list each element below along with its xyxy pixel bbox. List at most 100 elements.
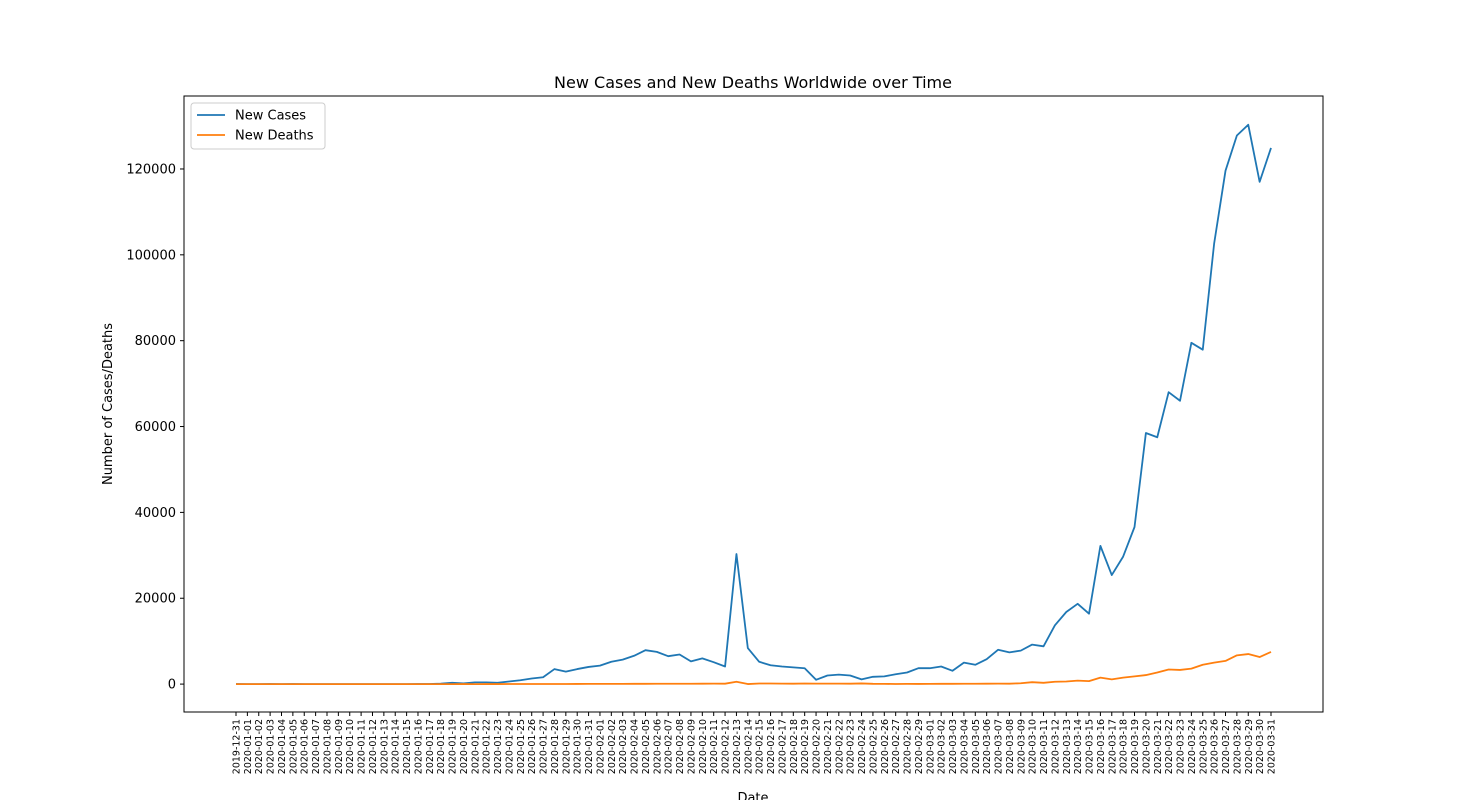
x-tick-label: 2020-03-04 — [959, 719, 970, 774]
x-tick-label: 2020-03-12 — [1050, 719, 1061, 774]
x-tick-label: 2020-03-24 — [1187, 719, 1198, 774]
x-tick-label: 2020-01-12 — [368, 719, 379, 774]
x-tick-label: 2020-01-16 — [413, 719, 424, 774]
x-tick-label: 2020-02-15 — [755, 719, 766, 774]
x-tick-label: 2020-02-10 — [698, 719, 709, 774]
legend-label: New Cases — [235, 109, 306, 124]
x-tick-label: 2020-01-09 — [334, 719, 345, 774]
x-tick-label: 2020-02-01 — [595, 719, 606, 774]
x-tick-label: 2019-12-31 — [232, 719, 243, 774]
x-tick-label: 2020-03-20 — [1141, 719, 1152, 774]
x-tick-label: 2020-03-09 — [1016, 719, 1027, 774]
x-tick-label: 2020-01-08 — [322, 719, 333, 774]
x-tick-label: 2020-03-02 — [937, 719, 948, 774]
y-axis-label: Number of Cases/Deaths — [101, 323, 116, 485]
x-tick-label: 2020-02-26 — [880, 719, 891, 774]
x-tick-label: 2020-02-07 — [664, 719, 675, 774]
x-tick-label: 2020-03-17 — [1107, 719, 1118, 774]
x-tick-label: 2020-02-11 — [709, 719, 720, 774]
x-tick-label: 2020-03-25 — [1198, 719, 1209, 774]
plot-area — [183, 95, 1324, 713]
x-tick-label: 2020-02-02 — [607, 719, 618, 774]
x-tick-label: 2020-01-23 — [493, 719, 504, 774]
x-tick-label: 2020-01-15 — [402, 719, 413, 774]
x-tick-label: 2020-03-23 — [1176, 719, 1187, 774]
x-tick-label: 2020-03-28 — [1232, 719, 1243, 774]
x-tick-label: 2020-02-27 — [891, 719, 902, 774]
y-tick-label: 40000 — [135, 506, 176, 521]
x-tick-label: 2020-02-16 — [766, 719, 777, 774]
x-tick-label: 2020-03-21 — [1153, 719, 1164, 774]
x-tick-label: 2020-02-08 — [675, 719, 686, 774]
x-tick-label: 2020-01-13 — [379, 719, 390, 774]
x-tick-label: 2020-01-02 — [254, 719, 265, 774]
x-tick-label: 2020-02-05 — [641, 719, 652, 774]
x-tick-label: 2020-02-06 — [652, 719, 663, 774]
x-tick-label: 2020-03-26 — [1210, 719, 1221, 774]
x-tick-label: 2020-01-04 — [277, 719, 288, 774]
x-tick-label: 2020-03-27 — [1221, 719, 1232, 774]
x-tick-label: 2020-03-30 — [1255, 719, 1266, 774]
x-tick-label: 2020-03-07 — [994, 719, 1005, 774]
x-tick-label: 2020-03-15 — [1085, 719, 1096, 774]
x-axis-label: Date — [737, 791, 768, 800]
x-tick-label: 2020-01-30 — [573, 719, 584, 774]
x-tick-label: 2020-01-29 — [561, 719, 572, 774]
x-tick-label: 2020-01-06 — [300, 719, 311, 774]
x-tick-label: 2020-01-19 — [448, 719, 459, 774]
x-tick-label: 2020-01-14 — [391, 719, 402, 774]
x-tick-label: 2020-02-13 — [732, 719, 743, 774]
y-tick-label: 20000 — [135, 592, 176, 607]
x-tick-label: 2020-02-12 — [721, 719, 732, 774]
y-tick-label: 80000 — [135, 334, 176, 349]
x-tick-label: 2020-03-03 — [948, 719, 959, 774]
y-tick-label: 60000 — [135, 420, 176, 435]
x-tick-label: 2020-01-17 — [425, 719, 436, 774]
x-tick-label: 2020-03-18 — [1119, 719, 1130, 774]
x-tick-label: 2020-03-08 — [1005, 719, 1016, 774]
y-tick-label: 100000 — [126, 248, 176, 263]
x-tick-label: 2020-02-28 — [903, 719, 914, 774]
x-tick-label: 2020-03-05 — [971, 719, 982, 774]
x-tick-label: 2020-02-21 — [823, 719, 834, 774]
x-tick-label: 2020-03-14 — [1073, 719, 1084, 774]
x-tick-label: 2020-02-29 — [914, 719, 925, 774]
x-tick-label: 2020-03-22 — [1164, 719, 1175, 774]
x-tick-label: 2020-01-01 — [243, 719, 254, 774]
x-tick-label: 2020-02-22 — [834, 719, 845, 774]
x-tick-label: 2020-02-20 — [812, 719, 823, 774]
x-tick-label: 2020-03-13 — [1062, 719, 1073, 774]
x-tick-label: 2020-02-09 — [686, 719, 697, 774]
x-tick-label: 2020-02-25 — [868, 719, 879, 774]
x-tick-label: 2020-02-23 — [846, 719, 857, 774]
y-tick-label: 120000 — [126, 162, 176, 177]
x-tick-label: 2020-01-24 — [504, 719, 515, 774]
x-tick-label: 2020-01-10 — [345, 719, 356, 774]
y-tick-label: 0 — [168, 678, 176, 693]
x-tick-label: 2020-02-19 — [800, 719, 811, 774]
x-tick-label: 2020-03-10 — [1028, 719, 1039, 774]
x-tick-label: 2020-01-05 — [288, 719, 299, 774]
x-tick-label: 2020-01-28 — [550, 719, 561, 774]
legend-label: New Deaths — [235, 129, 314, 144]
x-tick-label: 2020-02-24 — [857, 719, 868, 774]
x-tick-label: 2020-01-25 — [516, 719, 527, 774]
x-tick-label: 2020-02-18 — [789, 719, 800, 774]
x-tick-label: 2020-01-31 — [584, 719, 595, 774]
line-series — [236, 651, 1272, 685]
x-tick-label: 2020-01-07 — [311, 719, 322, 774]
x-tick-label: 2020-03-06 — [982, 719, 993, 774]
x-tick-label: 2020-03-19 — [1130, 719, 1141, 774]
x-tick-label: 2020-03-16 — [1096, 719, 1107, 774]
x-tick-label: 2020-03-29 — [1244, 719, 1255, 774]
x-tick-label: 2020-01-11 — [357, 719, 368, 774]
x-tick-label: 2020-01-03 — [266, 719, 277, 774]
x-tick-label: 2020-03-31 — [1267, 719, 1278, 774]
x-tick-label: 2020-01-22 — [482, 719, 493, 774]
x-tick-label: 2020-03-11 — [1039, 719, 1050, 774]
x-tick-label: 2020-02-14 — [743, 719, 754, 774]
x-tick-label: 2020-01-18 — [436, 719, 447, 774]
x-tick-label: 2020-03-01 — [925, 719, 936, 774]
x-tick-label: 2020-01-27 — [539, 719, 550, 774]
